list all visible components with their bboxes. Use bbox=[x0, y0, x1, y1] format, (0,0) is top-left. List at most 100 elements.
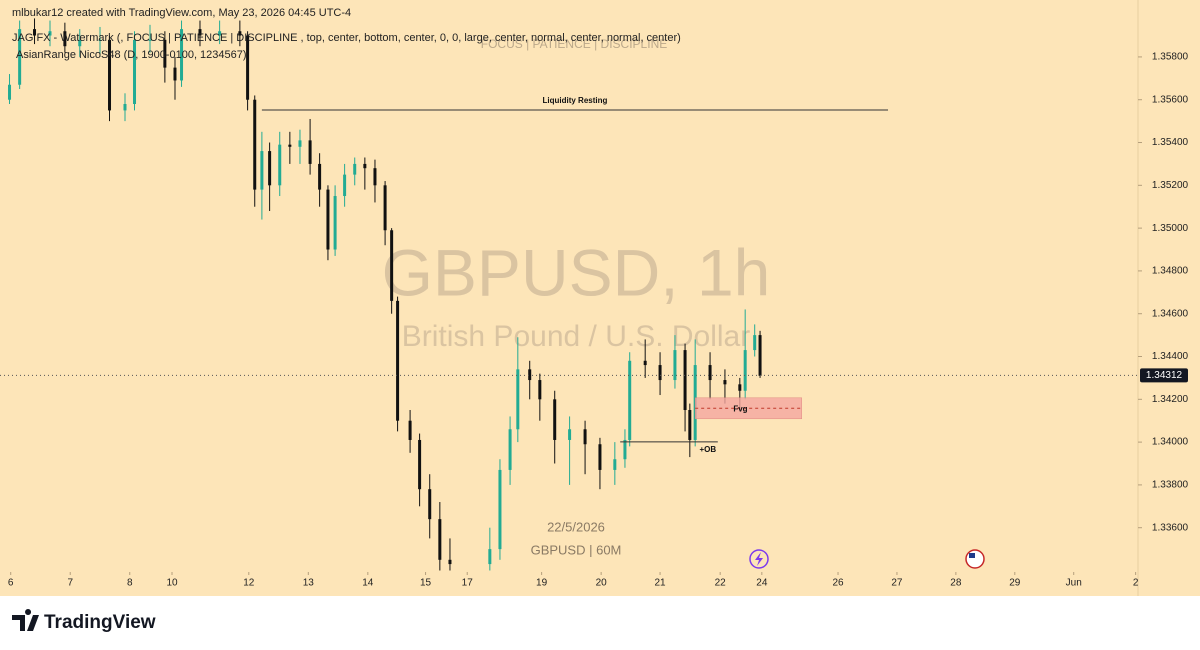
x-tick-label: 20 bbox=[596, 578, 608, 589]
candle-body bbox=[658, 365, 662, 381]
x-tick-label: 6 bbox=[8, 578, 14, 589]
candle-body bbox=[568, 429, 572, 440]
last-price-label: 1.34312 bbox=[1146, 370, 1183, 381]
candle-body bbox=[343, 174, 347, 197]
last-price-tag bbox=[1140, 368, 1188, 383]
candle-body bbox=[48, 31, 52, 36]
candle-body bbox=[18, 29, 22, 85]
annotation-label: +OB bbox=[699, 445, 716, 454]
x-tick-label: 14 bbox=[362, 578, 374, 589]
candle-body bbox=[288, 144, 292, 147]
candle-body bbox=[408, 420, 412, 440]
candle-body bbox=[98, 39, 102, 41]
x-tick-label: 13 bbox=[303, 578, 315, 589]
candle-body bbox=[743, 350, 747, 391]
economic-event-icon[interactable] bbox=[965, 549, 985, 569]
x-tick-label: 22 bbox=[715, 578, 727, 589]
y-tick-label: 1.34800 bbox=[1152, 266, 1189, 277]
annotation-label: Liquidity Resting bbox=[543, 96, 608, 105]
candle-body bbox=[163, 39, 167, 68]
candle-body bbox=[63, 31, 67, 47]
candle-body bbox=[123, 104, 127, 111]
y-tick-label: 1.33600 bbox=[1152, 522, 1189, 533]
x-tick-label: 27 bbox=[891, 578, 903, 589]
candle-body bbox=[108, 39, 112, 111]
y-tick-label: 1.35000 bbox=[1152, 223, 1189, 234]
candle-body bbox=[688, 410, 692, 440]
x-tick-label: 17 bbox=[462, 578, 474, 589]
x-tick-label: 28 bbox=[950, 578, 962, 589]
logo: TradingView bbox=[12, 609, 156, 633]
indicator-legend: AsianRange NicoS48 (D, 1900-0100, 123456… bbox=[16, 49, 247, 61]
x-tick-label: 10 bbox=[166, 578, 178, 589]
candle-body bbox=[396, 300, 400, 421]
candle-body bbox=[238, 31, 242, 36]
candle-body bbox=[78, 39, 82, 47]
candle-body bbox=[613, 459, 617, 470]
watermark-top: FOCUS | PATIENCE | DISCIPLINE bbox=[481, 37, 668, 51]
candle-body bbox=[333, 196, 337, 250]
flag-canton bbox=[969, 553, 975, 558]
indicator-legend: JAG FX - Watermark (, FOCUS | PATIENCE |… bbox=[12, 32, 681, 44]
x-tick-label: 2 bbox=[1133, 578, 1139, 589]
candle-body bbox=[33, 29, 37, 36]
candle-body bbox=[246, 35, 250, 100]
candle-body bbox=[553, 399, 557, 440]
candle-body bbox=[353, 163, 357, 175]
candle-body bbox=[508, 429, 512, 470]
y-tick-label: 1.35600 bbox=[1152, 94, 1189, 105]
candle-body bbox=[260, 151, 264, 190]
candle-body bbox=[326, 189, 330, 250]
candle-body bbox=[583, 429, 587, 445]
candle-body bbox=[318, 163, 322, 190]
logo-mark bbox=[12, 609, 39, 631]
candle-body bbox=[133, 39, 137, 104]
candle-body bbox=[278, 144, 282, 186]
candle-body bbox=[418, 439, 422, 490]
x-tick-label: 8 bbox=[127, 578, 133, 589]
x-tick-label: 26 bbox=[832, 578, 844, 589]
y-tick-label: 1.34400 bbox=[1152, 351, 1189, 362]
candle-body bbox=[673, 350, 677, 381]
candle-body bbox=[218, 31, 222, 36]
candle-body bbox=[198, 29, 202, 36]
candle-body bbox=[268, 151, 272, 186]
candle-body bbox=[363, 163, 367, 169]
watermark-symbol: GBPUSD, 1h bbox=[382, 235, 771, 309]
watermark-bottom: GBPUSD | 60M bbox=[531, 542, 622, 557]
candle-body bbox=[390, 230, 394, 301]
annotation-label: Fvg bbox=[733, 404, 747, 413]
candle-body bbox=[448, 559, 452, 565]
candle-body bbox=[683, 350, 687, 411]
candle-body bbox=[643, 360, 647, 366]
candle-body bbox=[438, 519, 442, 560]
watermark-name: British Pound / U.S. Dollar bbox=[402, 320, 750, 353]
candle-body bbox=[758, 335, 762, 376]
candle-body bbox=[173, 67, 177, 81]
candle-body bbox=[528, 369, 532, 381]
watermark-date: 22/5/2026 bbox=[547, 519, 605, 534]
y-tick-label: 1.35400 bbox=[1152, 137, 1189, 148]
y-tick-label: 1.35200 bbox=[1152, 180, 1189, 191]
candle-body bbox=[8, 84, 12, 100]
candle-body bbox=[383, 185, 387, 231]
candle-body bbox=[516, 369, 520, 430]
candle-body bbox=[708, 365, 712, 381]
candle-body bbox=[753, 335, 757, 351]
x-tick-label: 19 bbox=[536, 578, 548, 589]
candle-body bbox=[623, 439, 627, 460]
header: mlbukar12 created with TradingView.com, … bbox=[12, 7, 351, 19]
x-tick-label: 21 bbox=[655, 578, 667, 589]
candle-body bbox=[298, 140, 302, 147]
x-tick-label: 15 bbox=[420, 578, 432, 589]
y-tick-label: 1.34600 bbox=[1152, 308, 1189, 319]
candle-body bbox=[738, 384, 742, 391]
plot: 1.35800 1.35600 1.35400 1.35200 1.35000 1.348… bbox=[0, 18, 1189, 589]
candle-body bbox=[488, 549, 492, 565]
event-icon[interactable] bbox=[749, 549, 769, 569]
y-tick-label: 1.34200 bbox=[1152, 394, 1189, 405]
candle-body bbox=[498, 469, 502, 550]
x-tick-label: Jun bbox=[1066, 578, 1082, 589]
